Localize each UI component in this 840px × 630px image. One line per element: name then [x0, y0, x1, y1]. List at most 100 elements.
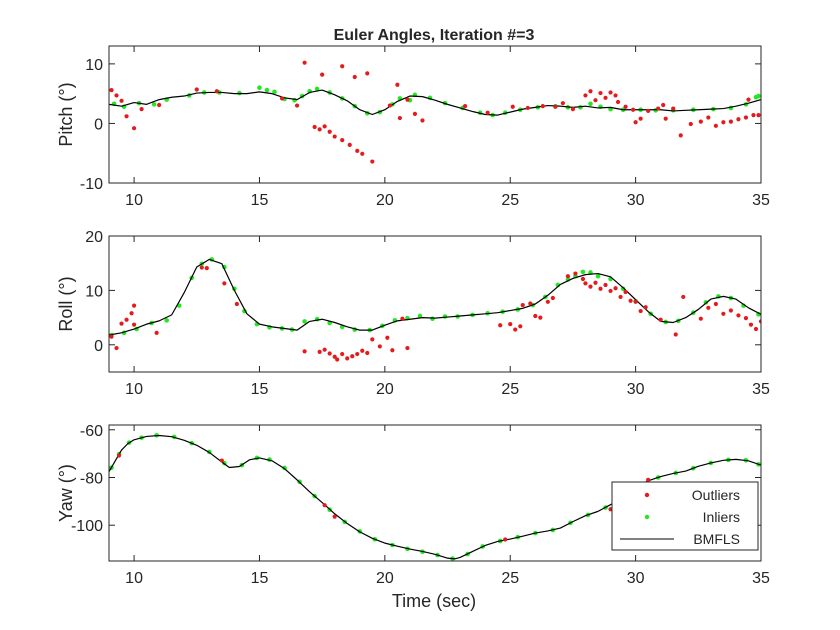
pitch-outlier-point: [603, 95, 608, 100]
yaw-x-tick-label: 10: [125, 570, 143, 587]
pitch-data-layer: [109, 60, 761, 164]
pitch-outlier-point: [395, 82, 400, 87]
pitch-inlier-point: [264, 87, 270, 93]
pitch-outlier-point: [214, 89, 219, 94]
roll-outlier-point: [335, 357, 340, 362]
yaw-x-tick-label: 35: [752, 570, 770, 587]
roll-outlier-point: [628, 298, 633, 303]
yaw-y-tick-label: -100: [71, 518, 103, 535]
roll-x-tick-label: 30: [627, 381, 645, 398]
x-axis-label: Time (sec): [392, 591, 476, 611]
roll-y-tick-label: 20: [85, 229, 103, 246]
roll-outlier-point: [545, 299, 550, 304]
roll-outlier-point: [390, 348, 395, 353]
roll-outlier-point: [638, 308, 643, 314]
pitch-outlier-point: [340, 138, 345, 143]
roll-outlier-point: [327, 351, 332, 356]
roll-outlier-point: [345, 356, 350, 361]
pitch-outlier-point: [736, 117, 741, 122]
roll-x-tick-label: 10: [125, 381, 143, 398]
roll-outlier-point: [317, 349, 322, 354]
pitch-x-tick-label: 30: [627, 192, 645, 209]
pitch-outlier-point: [327, 129, 332, 134]
roll-outlier-point: [340, 351, 345, 357]
pitch-outlier-point: [663, 116, 668, 121]
pitch-outlier-point: [279, 96, 285, 101]
roll-outlier-point: [533, 313, 538, 319]
pitch-outlier-point: [139, 107, 144, 112]
pitch-outlier-point: [713, 123, 718, 128]
pitch-outlier-point: [131, 126, 137, 131]
yaw-y-tick-label: -60: [80, 423, 103, 440]
roll-outlier-point: [114, 345, 119, 351]
pitch-outlier-point: [485, 110, 490, 115]
pitch-outlier-point: [405, 97, 410, 102]
pitch-outlier-point: [302, 60, 307, 65]
pitch-outlier-point: [583, 93, 588, 98]
roll-x-tick-label: 25: [501, 381, 519, 398]
roll-outlier-point: [753, 326, 759, 332]
yaw-outlier-point: [322, 503, 327, 508]
pitch-x-tick-label: 20: [376, 192, 394, 209]
roll-outlier-point: [204, 266, 209, 271]
pitch-outlier-point: [688, 121, 693, 127]
pitch-outlier-point: [631, 107, 636, 112]
roll-outlier-point: [598, 286, 603, 291]
roll-outlier-point: [119, 321, 124, 326]
roll-inlier-point: [164, 318, 169, 323]
pitch-outlier-point: [633, 120, 638, 125]
pitch-outlier-point: [340, 64, 345, 69]
roll-outlier-point: [322, 347, 327, 352]
pitch-outlier-point: [365, 71, 370, 76]
pitch-outlier-point: [355, 148, 360, 153]
pitch-y-axis-label: Pitch (°): [56, 82, 76, 146]
roll-x-tick-label: 20: [376, 381, 394, 398]
roll-outlier-point: [365, 350, 370, 356]
roll-plot-area: [109, 236, 761, 372]
legend-outliers-marker: [644, 492, 650, 498]
pitch-outlier-point: [615, 99, 621, 105]
roll-outlier-point: [743, 316, 749, 321]
pitch-outlier-point: [332, 134, 337, 139]
yaw-outlier-point: [116, 453, 122, 458]
pitch-outlier-point: [510, 104, 515, 109]
roll-outlier-point: [613, 286, 618, 291]
roll-outlier-point: [721, 311, 726, 316]
roll-y-tick-label: 10: [85, 283, 103, 300]
roll-inlier-point: [580, 269, 586, 275]
roll-outlier-point: [109, 334, 114, 339]
roll-outlier-point: [681, 294, 686, 300]
pitch-outlier-point: [623, 104, 628, 109]
roll-outlier-point: [593, 280, 598, 285]
pitch-outlier-point: [420, 118, 425, 123]
pitch-outlier-point: [661, 102, 666, 108]
legend-bmfls-label: BMFLS: [693, 531, 740, 547]
roll-inlier-point: [620, 286, 626, 292]
roll-outlier-point: [698, 316, 703, 321]
pitch-outlier-point: [352, 74, 357, 80]
roll-outlier-point: [222, 281, 227, 286]
roll-outlier-point: [608, 288, 613, 294]
roll-outlier-point: [728, 308, 734, 313]
pitch-y-tick-label: 0: [94, 116, 103, 133]
roll-x-tick-label: 35: [752, 381, 770, 398]
pitch-outlier-point: [593, 98, 598, 103]
roll-outlier-point: [498, 323, 503, 328]
roll-outlier-point: [713, 301, 718, 307]
roll-inlier-point: [595, 273, 601, 279]
pitch-inlier-point: [753, 94, 759, 100]
roll-outlier-point: [508, 322, 513, 327]
yaw-outlier-point: [503, 537, 508, 542]
roll-outlier-point: [603, 282, 608, 288]
pitch-outlier-point: [728, 119, 734, 124]
roll-outlier-point: [332, 354, 337, 359]
roll-outlier-point: [758, 319, 761, 324]
roll-outlier-point: [124, 317, 129, 322]
pitch-outlier-point: [540, 104, 545, 109]
legend-outliers-label: Outliers: [692, 487, 740, 503]
pitch-x-tick-label: 15: [251, 192, 269, 209]
pitch-outlier-point: [397, 115, 402, 121]
pitch-inlier-point: [151, 102, 157, 107]
pitch-outlier-point: [656, 106, 661, 111]
pitch-outlier-point: [119, 98, 124, 103]
